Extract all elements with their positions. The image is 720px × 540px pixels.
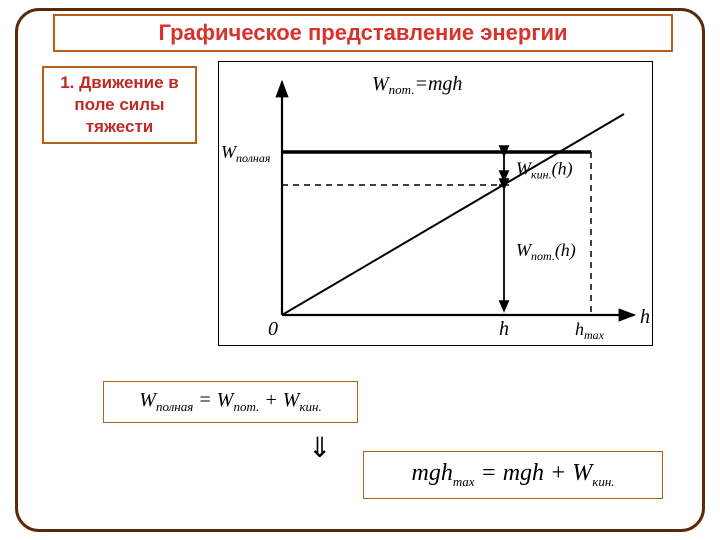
svg-text:Wпот.(h): Wпот.(h) (516, 240, 576, 263)
formula-mgh: mghmax = mgh + Wкин. (363, 451, 663, 499)
chart-svg: 0hWпот.=mghWполнаяhmaxhWкин.(h)Wпот.(h) (219, 62, 654, 347)
formula-total-energy: Wполная = Wпот. + Wкин. (103, 381, 358, 423)
svg-text:Wполная: Wполная (221, 142, 271, 165)
formula2-text: mghmax = mgh + Wкин. (411, 460, 614, 490)
svg-text:Wпот.=mgh: Wпот.=mgh (372, 73, 462, 97)
energy-chart: 0hWпот.=mghWполнаяhmaxhWкин.(h)Wпот.(h) (218, 61, 653, 346)
main-card: Графическое представление энергии 1. Дви… (15, 8, 705, 532)
section-text: 1. Движение в поле силы тяжести (60, 72, 179, 138)
svg-text:hmax: hmax (575, 319, 605, 342)
svg-text:h: h (499, 318, 509, 340)
title-text: Графическое представление энергии (158, 20, 567, 46)
title-box: Графическое представление энергии (53, 14, 673, 52)
slide: Графическое представление энергии 1. Дви… (0, 0, 720, 540)
implication-arrow: ⇓ (308, 431, 331, 465)
svg-text:h: h (640, 306, 650, 328)
svg-text:0: 0 (268, 318, 278, 340)
section-box: 1. Движение в поле силы тяжести (42, 66, 197, 144)
formula1-text: Wполная = Wпот. + Wкин. (139, 389, 321, 415)
